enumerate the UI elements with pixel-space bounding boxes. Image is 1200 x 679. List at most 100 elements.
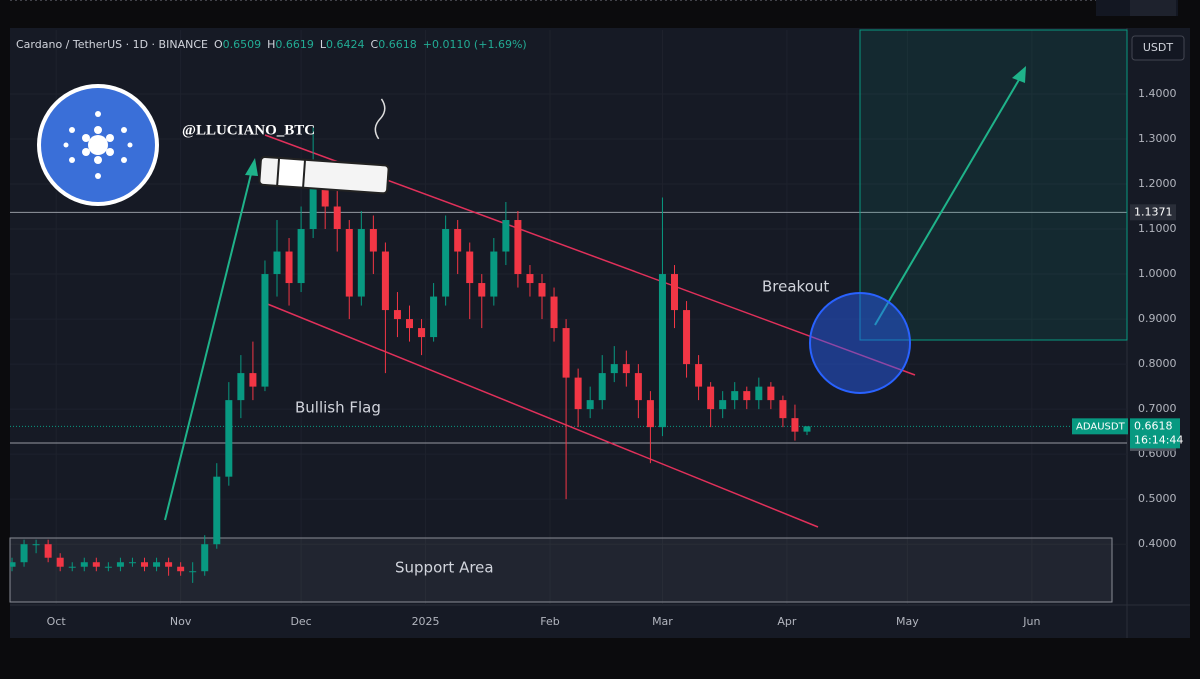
x-tick-label: Nov	[170, 615, 192, 628]
candle-body	[454, 229, 462, 252]
candle-body	[128, 562, 136, 564]
chart-panel	[10, 28, 1190, 638]
y-tick-label: 1.2000	[1138, 177, 1177, 190]
flagpole-arrow	[164, 169, 253, 521]
candle-body	[80, 562, 88, 567]
support-area	[9, 537, 1113, 603]
currency: USDT	[1143, 41, 1174, 54]
y-tick-label: 0.5000	[1138, 492, 1177, 505]
candle-body	[321, 183, 329, 207]
candle-body	[345, 229, 353, 297]
last-key: ADAUSDT	[1076, 421, 1126, 432]
candle-body	[755, 386, 763, 401]
candle-body	[309, 183, 317, 230]
candle-body	[165, 562, 173, 567]
labels: 0.40000.50000.60000.70000.80000.90001.00…	[47, 0, 1185, 628]
ohlc-key: L	[320, 38, 327, 51]
candle-body	[622, 364, 630, 374]
last-value-box	[1130, 418, 1180, 449]
ohlc-value: 0.6619	[275, 38, 314, 51]
x-tick-label: 2025	[412, 615, 440, 628]
candle-body	[658, 274, 666, 428]
candle-body	[707, 386, 715, 410]
candle-body	[526, 274, 534, 284]
candle-body	[574, 377, 582, 410]
ohlc-key: C	[371, 38, 379, 51]
annotation: Support Area	[395, 559, 494, 577]
arrowhead	[245, 158, 258, 176]
candle-body	[514, 220, 522, 275]
candle-body	[466, 251, 474, 284]
arrowhead	[1012, 66, 1026, 83]
candle-body	[104, 566, 112, 568]
candle-body	[478, 283, 486, 297]
target-box	[859, 29, 1128, 341]
candle-body	[189, 571, 197, 573]
candle-body	[610, 364, 618, 374]
y-tick-label: 0.4000	[1138, 537, 1177, 550]
y-tick-label: 0.7000	[1138, 402, 1177, 415]
candle-body	[32, 544, 40, 546]
grid	[10, 0, 1127, 605]
candle-body	[586, 400, 594, 410]
candle-body	[538, 283, 546, 297]
candle-body	[791, 418, 799, 432]
candle-body	[141, 562, 149, 567]
candle-body	[273, 251, 281, 275]
candle-body	[381, 251, 389, 311]
candle-body	[225, 400, 233, 477]
annotation: Breakout	[762, 278, 829, 296]
level-label: 1.1371	[1134, 205, 1173, 218]
candle-body	[201, 544, 209, 572]
candle-body	[369, 229, 377, 252]
x-tick-label: Dec	[290, 615, 311, 628]
candle-body	[44, 544, 52, 558]
ohlc-key: O	[214, 38, 223, 51]
candle-body	[695, 364, 703, 387]
y-tick-label: 1.4000	[1138, 87, 1177, 100]
candle-body	[731, 391, 739, 401]
candle-body	[490, 251, 498, 297]
candle-body	[562, 328, 570, 378]
candle-body	[20, 544, 28, 563]
candle-body	[153, 562, 161, 567]
y-tick-label: 0.9000	[1138, 312, 1177, 325]
x-tick-label: May	[896, 615, 919, 628]
candle-body	[213, 476, 221, 545]
candle-body	[261, 274, 269, 387]
cigar-icon	[258, 98, 390, 195]
candle-body	[333, 206, 341, 230]
candle-body	[502, 220, 510, 252]
header: Cardano / TetherUS · 1D · BINANCE O0.6509…	[16, 38, 527, 51]
candle-body	[767, 386, 775, 401]
candle-body	[406, 319, 414, 329]
candle-body	[670, 274, 678, 311]
currency-box	[1131, 35, 1185, 61]
symbol: Cardano / TetherUS · 1D · BINANCE	[16, 38, 208, 51]
candle-body	[442, 229, 450, 297]
candle-body	[237, 373, 245, 401]
last-value: 0.6618	[1134, 419, 1173, 432]
change: +0.0110 (+1.69%)	[423, 38, 527, 51]
candle-body	[418, 328, 426, 338]
candle-body	[68, 566, 76, 568]
last-key-box	[1072, 418, 1128, 435]
candle-body	[634, 373, 642, 401]
countdown: 16:14:44	[1134, 433, 1183, 446]
y-tick-label: 1.1000	[1138, 222, 1177, 235]
low-value-box	[1130, 0, 1176, 16]
candle-body	[177, 566, 185, 572]
candle-body	[92, 562, 100, 567]
candle-body	[719, 400, 727, 410]
candle-body	[683, 310, 691, 365]
ohlc-key: H	[267, 38, 275, 51]
x-tick-label: Mar	[652, 615, 673, 628]
candle-body	[430, 296, 438, 338]
candle-body	[285, 251, 293, 284]
ohlc-value: 0.6618	[378, 38, 417, 51]
y-tick-label: 1.0000	[1138, 267, 1177, 280]
ohlc-value: 0.6424	[326, 38, 365, 51]
x-tick-label: Jun	[1022, 615, 1040, 628]
channel-lower	[264, 302, 819, 528]
